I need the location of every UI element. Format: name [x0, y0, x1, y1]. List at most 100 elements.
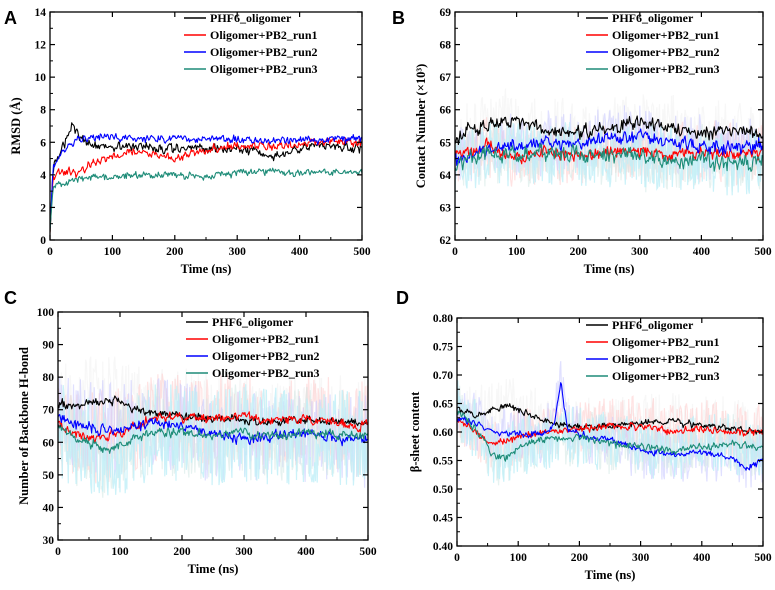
y-tick-label: 0.75 [433, 342, 453, 354]
x-tick-label: 400 [693, 246, 711, 258]
x-axis-label: Time (ns) [584, 262, 635, 276]
y-tick-label: 90 [43, 340, 55, 352]
y-tick-label: 80 [43, 372, 55, 384]
series-line-oligomer-pb2-run3 [58, 423, 368, 454]
y-tick-label: 0.60 [433, 427, 453, 439]
plot-area [50, 122, 362, 233]
series-line-oligomer-pb2-run3 [455, 142, 763, 172]
legend: PHF6_oligomer Oligomer+PB2_run1 Oligomer+P… [186, 315, 320, 380]
y-axis-label: Contact Number (×10³) [414, 64, 428, 189]
panel-a: 0 100 200 300 400 500 0 2 4 6 8 10 12 14 Time (ns) RMSD… [4, 7, 371, 276]
y-tick-label: 0 [40, 235, 46, 247]
y-tick-label: 63 [440, 202, 452, 214]
legend: PHF6_oligomer Oligomer+PB2_run1 Oligomer+P… [184, 11, 318, 76]
y-axis-label: RMSD (Å) [9, 97, 23, 154]
legend: PHF6_oligomer Oligomer+PB2_run1 Oligomer+P… [586, 318, 720, 383]
y-tick-label: 0.80 [433, 313, 453, 325]
legend: PHF6_oligomer Oligomer+PB2_run1 Oligomer+P… [586, 11, 720, 76]
legend-entry: PHF6_oligomer [212, 315, 294, 329]
x-tick-label: 100 [111, 546, 129, 558]
x-tick-label: 0 [55, 546, 61, 558]
y-tick-label: 40 [43, 502, 55, 514]
x-tick-label: 500 [353, 246, 371, 258]
series-line-oligomer-pb2-run3 [457, 409, 763, 462]
x-tick-label: 300 [235, 546, 253, 558]
x-tick-label: 200 [173, 546, 191, 558]
y-tick-label: 0.50 [433, 484, 453, 496]
plot-area [455, 88, 763, 199]
series-line-oligomer-pb2-run1 [457, 417, 763, 446]
fluctuation-band-haze [58, 384, 368, 496]
x-tick-label: 300 [229, 246, 247, 258]
legend-entry: PHF6_oligomer [210, 11, 292, 25]
y-tick-label: 14 [35, 7, 47, 19]
x-tick-label: 400 [291, 246, 309, 258]
panel-b: 0 100 200 300 400 500 62 63 64 65 66 67 68 69 Time (ns… [392, 7, 772, 276]
fluctuation-band-haze [455, 120, 763, 199]
x-tick-label: 200 [166, 246, 184, 258]
y-axis-label: β-sheet content [408, 391, 422, 472]
series-line-oligomer-pb2-run1 [58, 411, 368, 443]
legend-entry: Oligomer+PB2_run3 [210, 62, 318, 76]
x-tick-label: 500 [754, 246, 772, 258]
series-line-oligomer-pb2-run2 [455, 128, 763, 166]
panel-d: 0 100 200 300 400 500 0.40 0.45 0.50 0.55 0.60 0.65… [396, 288, 772, 582]
x-tick-label: 200 [570, 246, 588, 258]
legend-entry: Oligomer+PB2_run3 [612, 62, 720, 76]
y-axis-label: Number of Backbone H-bond [17, 347, 31, 505]
x-tick-label: 300 [631, 246, 649, 258]
y-tick-label: 67 [440, 72, 452, 84]
x-tick-label: 500 [754, 552, 772, 564]
x-tick-label: 500 [359, 546, 377, 558]
y-tick-label: 6 [40, 137, 46, 149]
panel-letter: D [396, 288, 409, 308]
legend-entry: Oligomer+PB2_run3 [212, 366, 320, 380]
series-line-phf6-oligomer [457, 403, 763, 435]
series-line-phf6-oligomer [455, 115, 763, 146]
x-tick-label: 0 [47, 246, 53, 258]
y-tick-label: 65 [440, 137, 452, 149]
panel-letter: B [392, 8, 405, 28]
legend-entry: Oligomer+PB2_run2 [210, 45, 318, 59]
legend-entry: Oligomer+PB2_run2 [212, 349, 320, 363]
legend-entry: Oligomer+PB2_run3 [612, 369, 720, 383]
x-tick-label: 400 [297, 546, 315, 558]
y-tick-label: 12 [35, 40, 47, 52]
x-tick-label: 400 [693, 552, 711, 564]
y-tick-label: 2 [40, 202, 46, 214]
y-tick-label: 62 [440, 235, 452, 247]
legend-entry: Oligomer+PB2_run2 [612, 352, 720, 366]
series-line-oligomer-pb2-run2 [457, 382, 763, 471]
x-axis-label: Time (ns) [181, 262, 232, 276]
y-tick-label: 70 [43, 405, 55, 417]
x-tick-label: 0 [454, 552, 460, 564]
legend-entry: Oligomer+PB2_run1 [210, 28, 318, 42]
y-tick-label: 0.55 [433, 456, 453, 468]
x-axis-label: Time (ns) [188, 562, 239, 576]
y-tick-label: 30 [43, 535, 55, 547]
y-tick-label: 66 [440, 105, 452, 117]
y-tick-label: 50 [43, 470, 55, 482]
legend-entry: Oligomer+PB2_run1 [612, 335, 720, 349]
x-axis-label: Time (ns) [585, 568, 636, 582]
legend-entry: Oligomer+PB2_run2 [612, 45, 720, 59]
legend-entry: PHF6_oligomer [612, 11, 694, 25]
y-tick-label: 69 [440, 7, 452, 19]
x-tick-label: 100 [104, 246, 122, 258]
y-tick-label: 60 [43, 437, 55, 449]
series-line-oligomer-pb2-run1 [50, 137, 362, 233]
x-tick-label: 300 [632, 552, 650, 564]
y-tick-label: 100 [37, 307, 55, 319]
series-line-oligomer-pb2-run3 [50, 167, 362, 233]
series-line-phf6-oligomer [58, 395, 368, 427]
panel-letter: C [4, 288, 17, 308]
x-tick-label: 200 [571, 552, 589, 564]
y-tick-label: 0.40 [433, 541, 453, 553]
legend-entry: PHF6_oligomer [612, 318, 694, 332]
plot-area [58, 356, 368, 498]
y-tick-label: 64 [440, 170, 452, 182]
y-tick-label: 0.65 [433, 399, 453, 411]
y-tick-label: 0.45 [433, 513, 453, 525]
x-tick-label: 100 [508, 246, 526, 258]
